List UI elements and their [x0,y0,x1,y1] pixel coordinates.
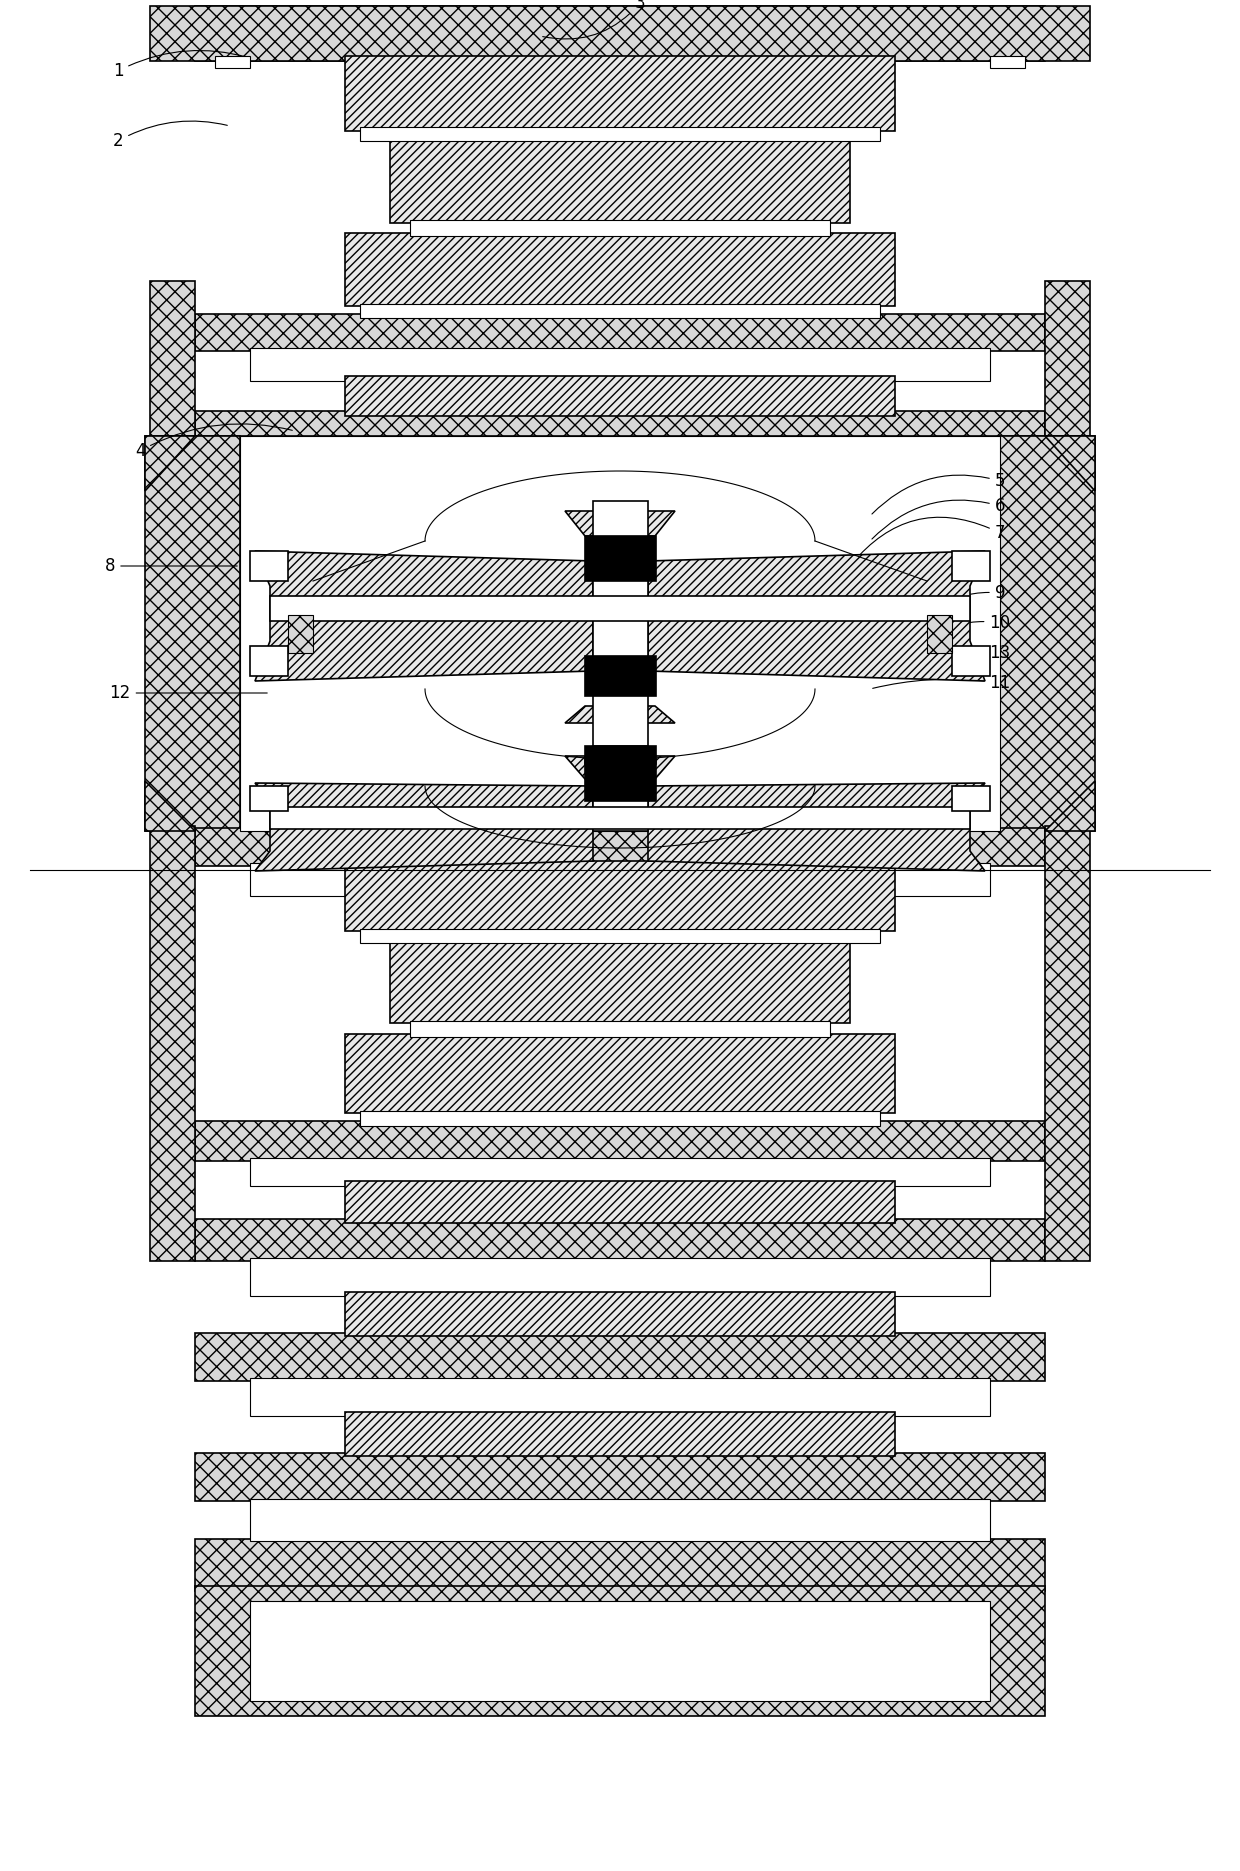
Polygon shape [195,1540,1045,1590]
Polygon shape [250,1602,990,1701]
Polygon shape [410,1022,830,1037]
Polygon shape [391,939,849,1023]
Polygon shape [270,806,970,829]
Polygon shape [195,1454,1045,1501]
Polygon shape [195,829,1045,866]
Text: 9: 9 [932,584,1006,612]
Polygon shape [150,825,195,1261]
Text: 4: 4 [135,425,293,460]
Polygon shape [250,863,990,896]
Polygon shape [345,1413,895,1456]
Text: 8: 8 [104,558,237,574]
Text: 2: 2 [113,122,227,150]
Polygon shape [585,760,656,801]
Polygon shape [952,645,990,675]
Polygon shape [195,314,1045,352]
Polygon shape [345,1035,895,1113]
Polygon shape [345,376,895,415]
Text: 10: 10 [930,614,1011,638]
Polygon shape [345,1181,895,1224]
Polygon shape [215,56,250,67]
Polygon shape [145,436,195,490]
Polygon shape [345,861,895,932]
Text: 11: 11 [873,674,1011,692]
Polygon shape [999,436,1095,831]
Polygon shape [195,1220,1045,1261]
Polygon shape [649,782,985,872]
Polygon shape [145,780,195,831]
Polygon shape [1045,780,1095,831]
Polygon shape [1045,281,1090,436]
Polygon shape [150,6,1090,62]
Polygon shape [565,756,675,778]
Polygon shape [593,501,649,821]
Polygon shape [952,786,990,810]
Polygon shape [145,436,241,831]
Polygon shape [195,1332,1045,1381]
Polygon shape [195,1587,1045,1716]
Polygon shape [565,705,675,722]
Polygon shape [250,348,990,382]
Polygon shape [345,234,895,307]
Polygon shape [250,786,288,810]
Polygon shape [585,657,656,696]
Polygon shape [585,747,656,763]
Polygon shape [250,550,288,582]
Polygon shape [410,221,830,236]
Text: 12: 12 [109,685,267,702]
Text: 5: 5 [872,471,1006,515]
Polygon shape [585,535,656,582]
Text: 13: 13 [903,644,1011,662]
Polygon shape [270,597,970,621]
Text: 6: 6 [872,498,1006,539]
Polygon shape [391,138,849,223]
Polygon shape [250,1379,990,1416]
Polygon shape [195,6,1045,62]
Text: 3: 3 [543,0,645,39]
Polygon shape [990,56,1025,67]
Text: 1: 1 [113,51,247,80]
Polygon shape [195,412,1045,436]
Polygon shape [255,782,593,872]
Polygon shape [360,127,880,140]
Polygon shape [250,1257,990,1297]
Polygon shape [928,616,952,653]
Polygon shape [360,930,880,943]
Polygon shape [649,550,985,681]
Polygon shape [250,1499,990,1542]
Polygon shape [360,1111,880,1126]
Polygon shape [241,436,999,831]
Polygon shape [952,550,990,582]
Text: 7: 7 [852,516,1006,563]
Polygon shape [565,511,675,535]
Polygon shape [250,1158,990,1186]
Polygon shape [345,1293,895,1336]
Polygon shape [195,1121,1045,1162]
Polygon shape [360,303,880,318]
Polygon shape [1045,825,1090,1261]
Polygon shape [250,645,288,675]
Polygon shape [255,550,593,681]
Polygon shape [288,616,312,653]
Polygon shape [150,281,195,436]
Polygon shape [1045,436,1095,490]
Polygon shape [345,56,895,131]
Polygon shape [593,747,649,831]
